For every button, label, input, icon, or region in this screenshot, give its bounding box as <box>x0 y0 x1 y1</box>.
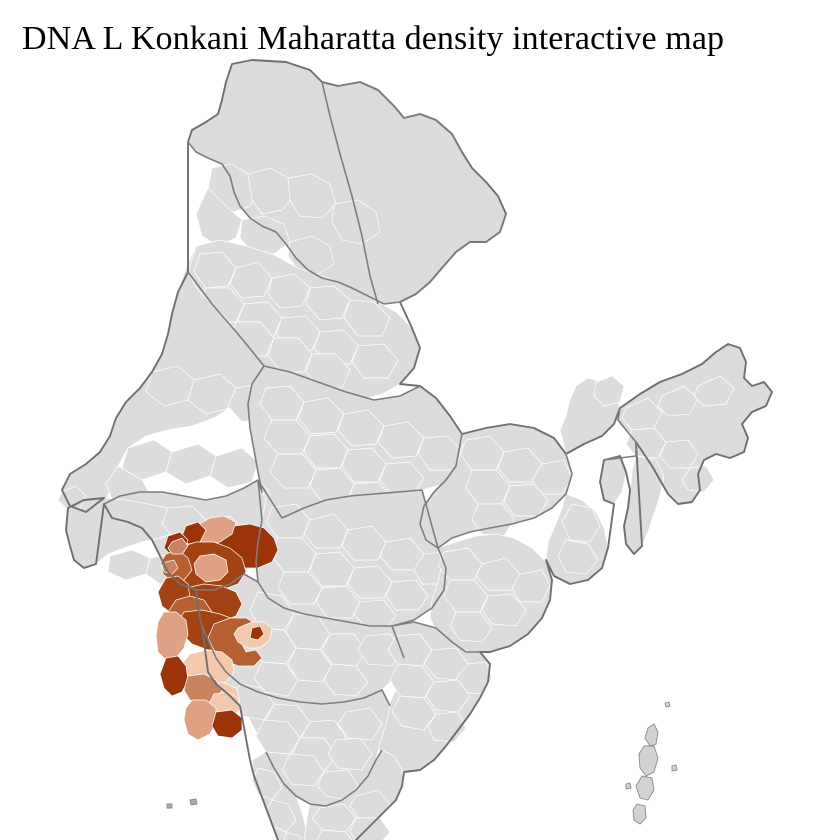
island-lakshadweep[interactable] <box>167 804 172 808</box>
district-aurangabad[interactable] <box>194 554 228 582</box>
state-border-line <box>196 574 258 590</box>
country-outline <box>62 60 772 840</box>
district-cell[interactable] <box>288 236 334 274</box>
district-cell[interactable] <box>476 558 520 590</box>
district-cell[interactable] <box>350 818 390 840</box>
state-border-line <box>188 142 506 304</box>
island-speck[interactable] <box>665 702 670 707</box>
district-cell[interactable] <box>288 648 332 682</box>
district-cell[interactable] <box>558 540 598 574</box>
district-cell[interactable] <box>288 174 336 218</box>
district-cell[interactable] <box>624 456 664 554</box>
district-cell[interactable] <box>254 662 298 696</box>
state-border-line <box>264 366 420 400</box>
state-border-line <box>338 82 462 152</box>
district-cell[interactable] <box>306 286 350 320</box>
state-border-line <box>392 622 480 652</box>
state-border-line <box>420 434 462 548</box>
district-cell[interactable] <box>328 738 372 770</box>
region-sikkim[interactable] <box>594 376 624 406</box>
district-cell[interactable] <box>278 572 322 604</box>
state-border-line <box>438 454 572 548</box>
district-cell[interactable] <box>210 448 258 488</box>
district-cell[interactable] <box>338 708 382 740</box>
state-border-line <box>188 272 264 492</box>
district-cell[interactable] <box>282 754 324 786</box>
district-cell[interactable] <box>694 376 734 406</box>
island-little-andaman[interactable] <box>633 804 646 824</box>
district-cell[interactable] <box>282 832 304 840</box>
island-lakshadweep[interactable] <box>190 799 197 805</box>
district-cell[interactable] <box>482 594 526 626</box>
state-border-line <box>258 480 438 548</box>
district-cell[interactable] <box>386 580 428 610</box>
district-mumbai-suburban[interactable]: Sangli: 4 <box>168 538 188 554</box>
state-border-line <box>322 82 378 304</box>
district-cell[interactable] <box>194 252 236 288</box>
district-cell[interactable] <box>512 570 550 602</box>
state-border-line <box>266 750 382 806</box>
district-cell[interactable] <box>240 216 290 254</box>
island-speck[interactable] <box>672 765 677 771</box>
page-title: DNA L Konkani Maharatta density interact… <box>22 20 725 57</box>
district-cell[interactable] <box>348 566 392 598</box>
district-sindhudurg[interactable]: Goa North: 7 <box>160 656 188 696</box>
district-cell[interactable] <box>332 200 380 244</box>
state-border-line <box>104 480 258 504</box>
district-cell[interactable] <box>166 444 216 484</box>
district-cell[interactable] <box>342 526 386 560</box>
state-border-line <box>202 626 390 706</box>
district-cell[interactable] <box>230 262 272 298</box>
island-north-andaman[interactable] <box>645 724 658 746</box>
district-cell[interactable] <box>562 504 600 542</box>
state-border-line <box>392 548 446 626</box>
district-cell[interactable] <box>268 338 312 372</box>
district-cell[interactable] <box>298 398 344 434</box>
island-speck[interactable] <box>626 783 631 789</box>
district-cell[interactable] <box>248 168 294 214</box>
district-cell[interactable] <box>270 454 316 488</box>
district-cell[interactable] <box>358 634 402 666</box>
state-border-line <box>604 408 636 460</box>
islands-group <box>167 702 677 840</box>
district-eastern-speck[interactable] <box>250 626 264 640</box>
district-cell[interactable] <box>532 460 572 494</box>
district-cell[interactable] <box>316 830 356 840</box>
district-dharwad[interactable] <box>212 710 242 738</box>
border-overlay-group <box>62 60 772 840</box>
district-cell[interactable] <box>392 696 436 730</box>
district-cell[interactable] <box>268 274 310 308</box>
state-border-line <box>256 480 404 658</box>
district-cell[interactable] <box>108 550 150 580</box>
district-ratnagiri[interactable]: Palghar: 3 <box>156 612 188 660</box>
district-cell[interactable] <box>324 664 368 696</box>
district-cell[interactable] <box>378 422 424 458</box>
district-cell[interactable] <box>304 514 348 548</box>
district-cell[interactable] <box>428 712 466 742</box>
district-cell[interactable] <box>658 386 698 416</box>
map-canvas[interactable]: Nashik: 7 Dhule: 3 Jalgaon: 7 Ahmednagar… <box>0 56 817 840</box>
district-uttara-kannada[interactable]: Aurangabad: 3 <box>184 700 216 740</box>
district-cell[interactable] <box>450 612 492 642</box>
island-south-andaman[interactable] <box>636 776 654 800</box>
district-cell[interactable] <box>316 586 360 618</box>
island-middle-andaman[interactable] <box>639 746 658 776</box>
base-landmass-group <box>58 60 772 840</box>
district-cell[interactable] <box>344 300 390 336</box>
district-cell[interactable] <box>352 344 398 378</box>
district-mumbai-city[interactable]: Solapur: 4 <box>162 560 178 574</box>
district-cell[interactable] <box>338 410 384 446</box>
india-choropleth-map[interactable]: Nashik: 7 Dhule: 3 Jalgaon: 7 Ahmednagar… <box>0 56 817 840</box>
district-cell[interactable] <box>306 354 350 388</box>
